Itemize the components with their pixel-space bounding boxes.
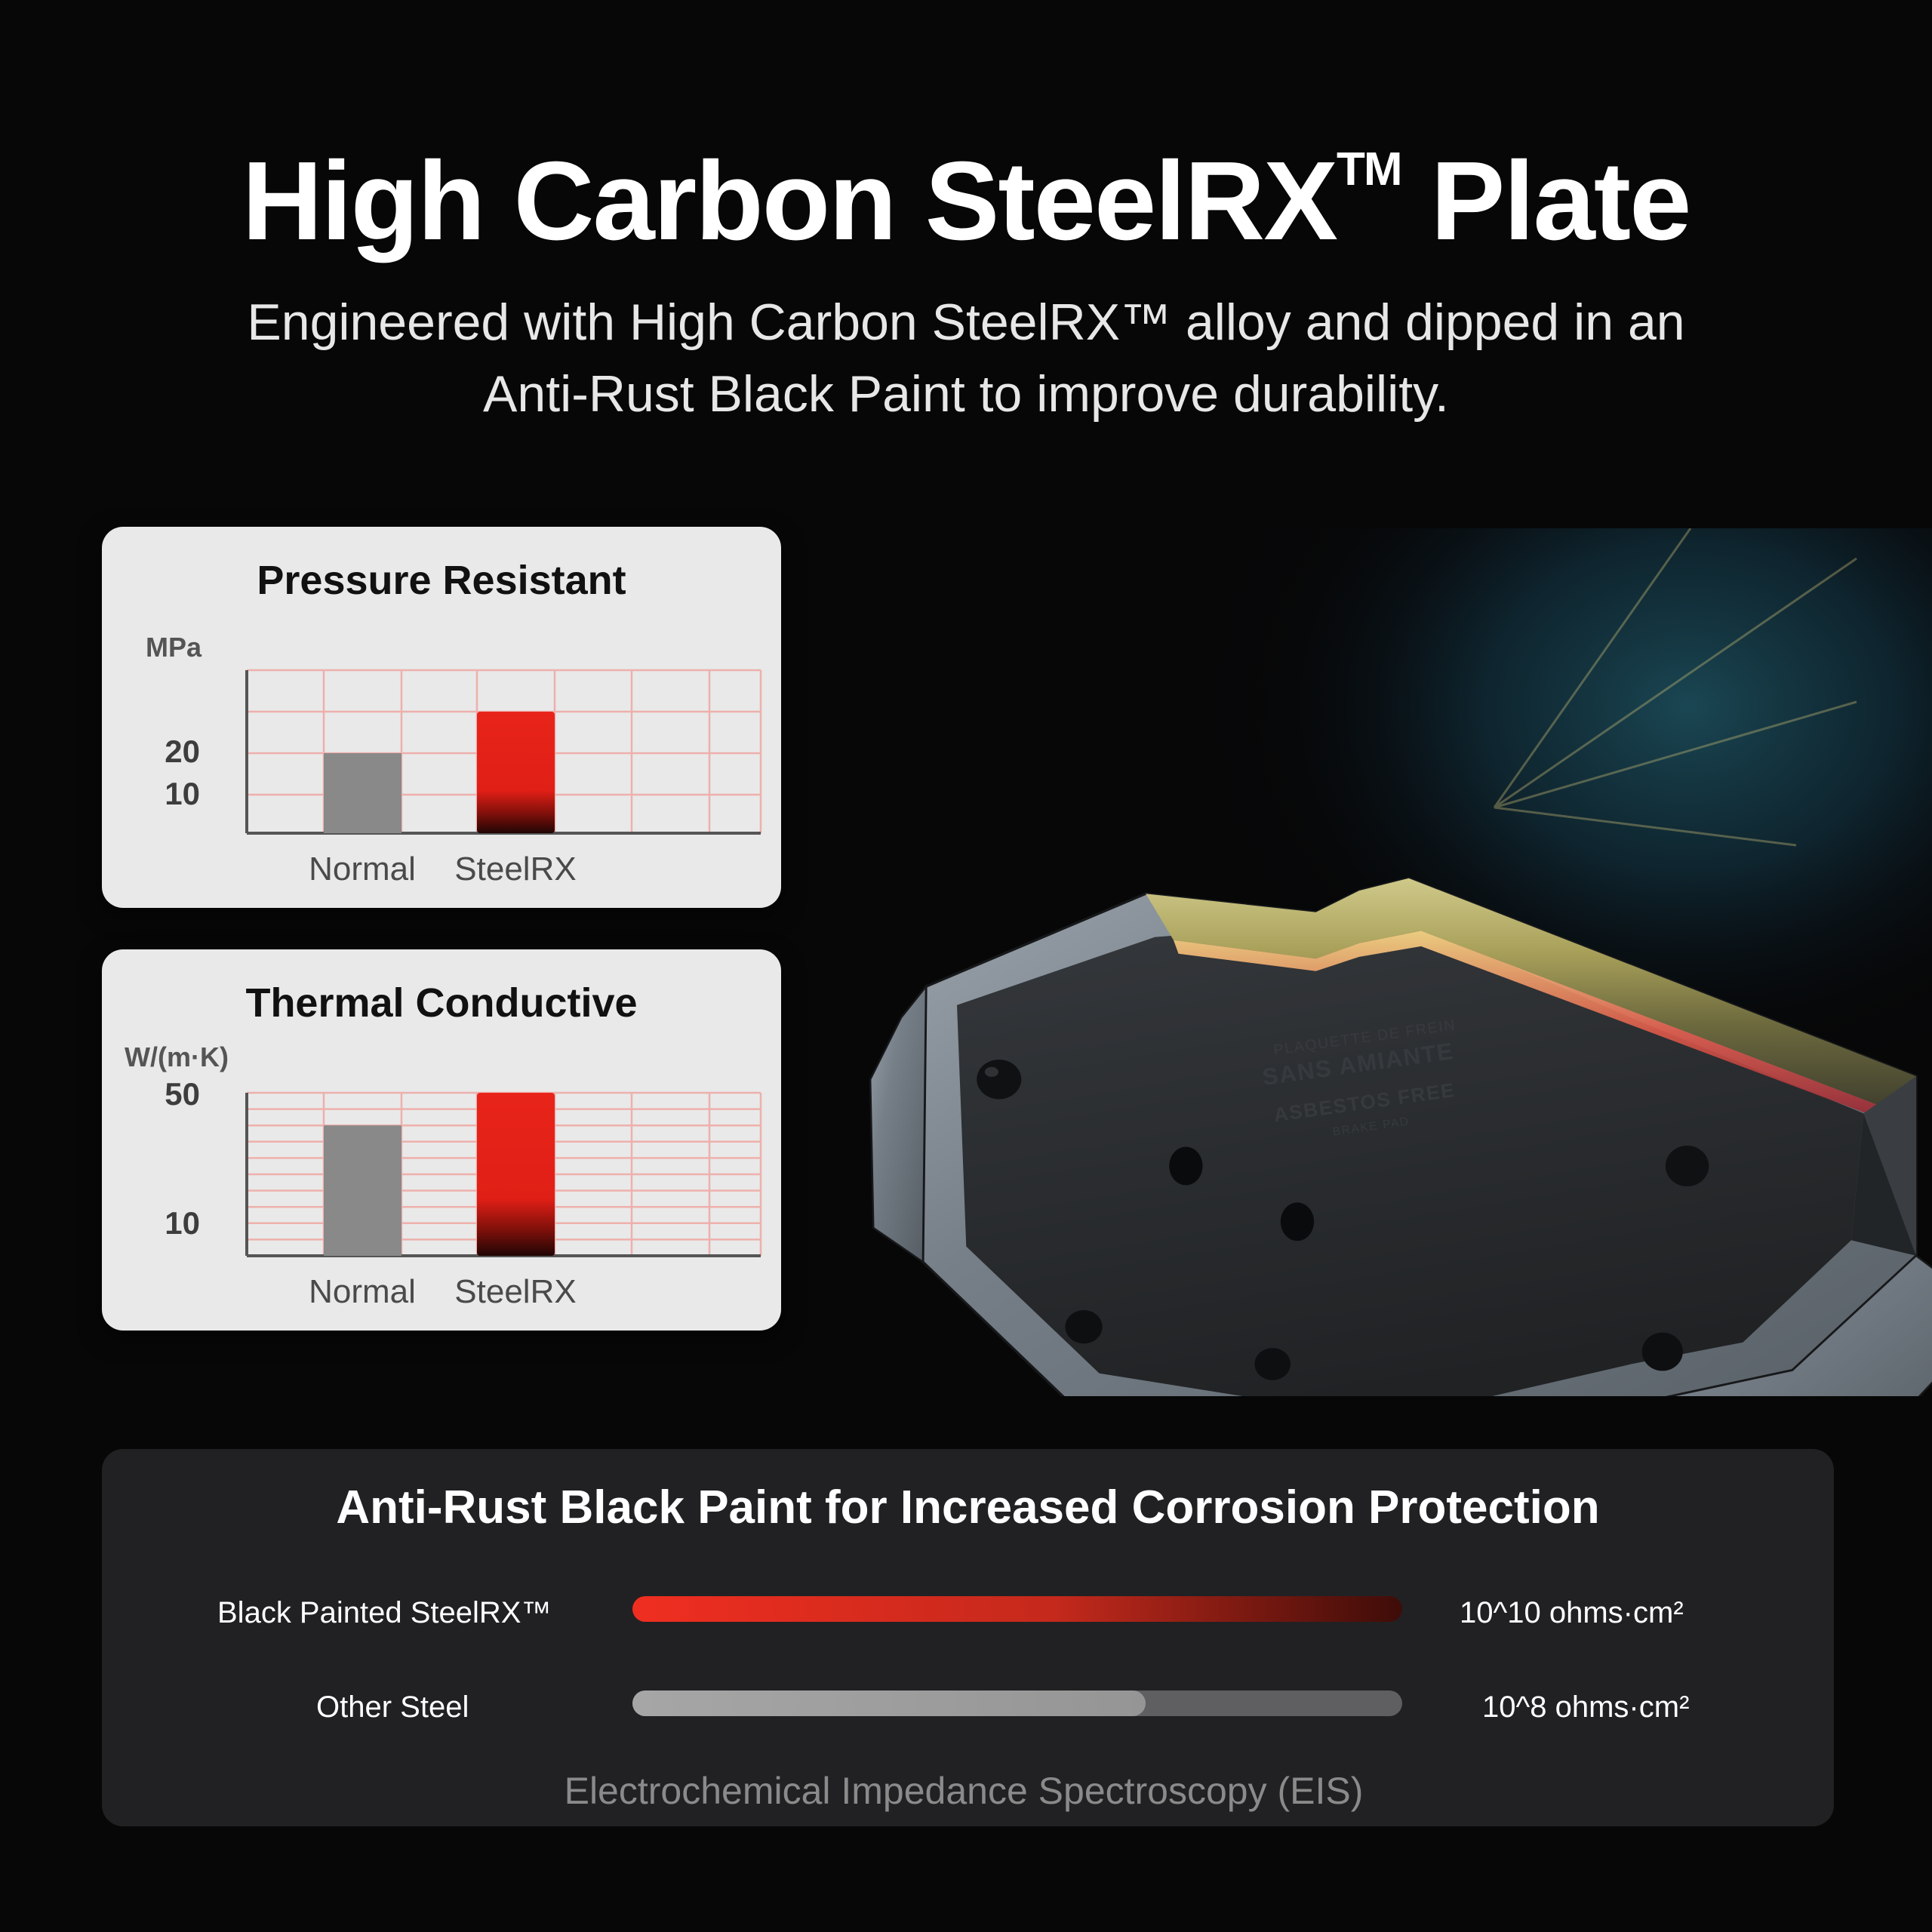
svg-text:Black Painted SteelRX™: Black Painted SteelRX™ (217, 1596, 551, 1629)
svg-text:20: 20 (165, 734, 200, 769)
svg-text:10: 10 (165, 776, 200, 811)
svg-text:10^8 ohms·cm²: 10^8 ohms·cm² (1482, 1690, 1689, 1724)
svg-text:Electrochemical Impedance Spec: Electrochemical Impedance Spectroscopy (… (565, 1770, 1364, 1812)
svg-text:MPa: MPa (146, 632, 202, 663)
svg-text:10: 10 (165, 1205, 200, 1241)
svg-text:Other Steel: Other Steel (316, 1690, 469, 1724)
svg-text:W/(m·K): W/(m·K) (125, 1041, 229, 1072)
svg-text:Normal: Normal (309, 851, 416, 888)
svg-text:SteelRX: SteelRX (454, 1273, 576, 1310)
svg-text:Normal: Normal (309, 1273, 416, 1310)
svg-text:SteelRX: SteelRX (454, 851, 576, 888)
svg-text:10^10 ohms·cm²: 10^10 ohms·cm² (1460, 1596, 1684, 1629)
svg-text:50: 50 (165, 1076, 200, 1112)
